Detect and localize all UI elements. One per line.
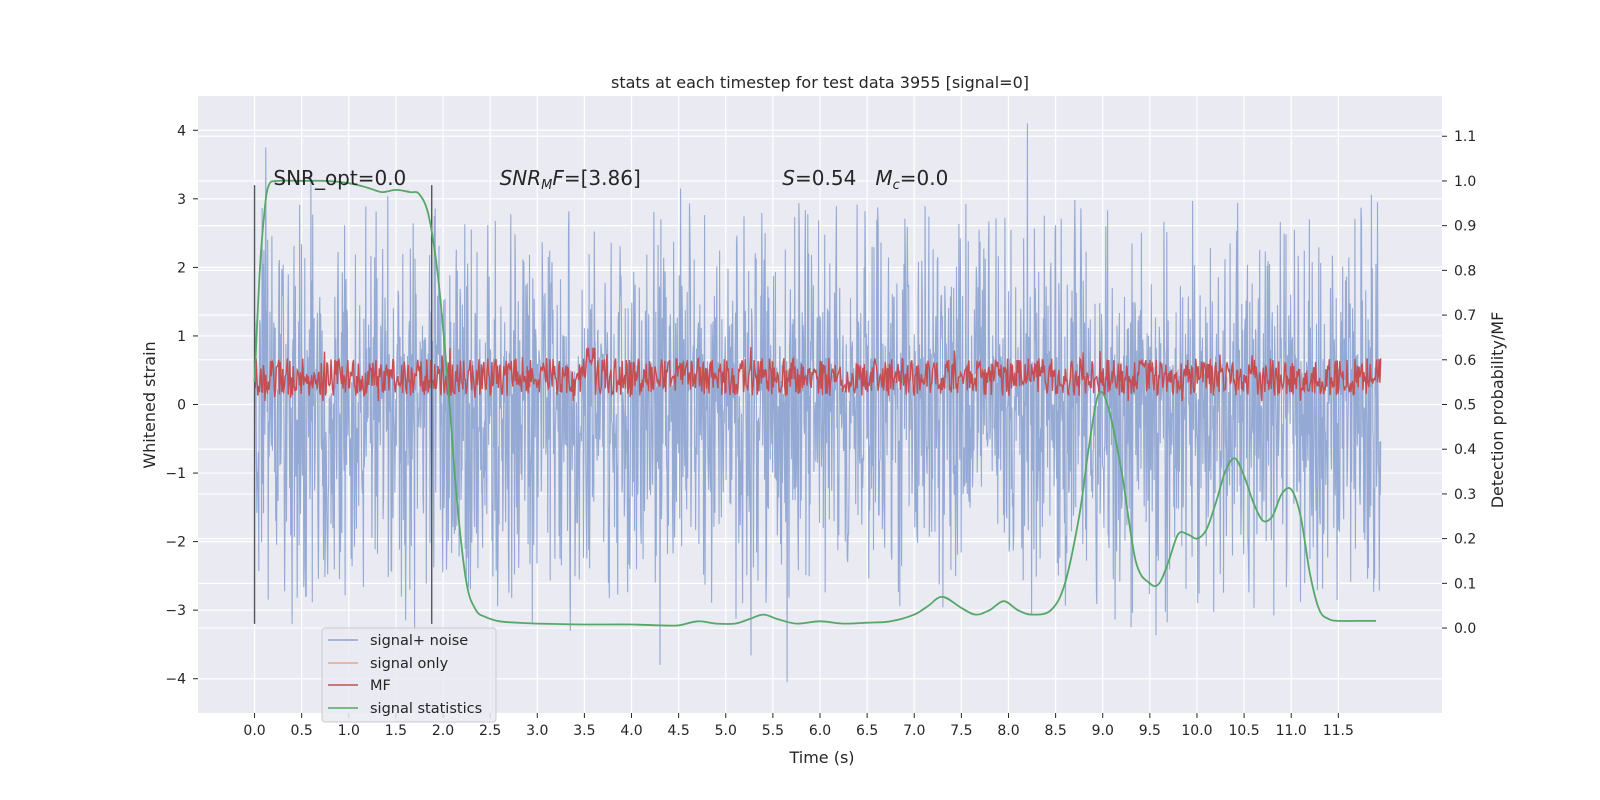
- y-right-tick-label: 0.0: [1454, 621, 1476, 637]
- y-left-tick-label: 3: [177, 192, 186, 208]
- x-tick-label: 9.0: [1092, 723, 1114, 739]
- vertical-markers: [253, 185, 433, 624]
- y-right-tick-label: 0.8: [1454, 263, 1476, 279]
- series-signal-statistics: [253, 179, 1376, 627]
- y-right-tick-label: 0.3: [1454, 487, 1476, 503]
- x-tick-label: 11.5: [1323, 723, 1354, 739]
- x-tick-label: 8.5: [1044, 723, 1066, 739]
- annotation-snr-mf: SNRMF=[3.86]: [500, 166, 641, 193]
- legend-label-signal-statistics: signal statistics: [370, 701, 482, 717]
- y-right-tick-label: 0.4: [1454, 442, 1476, 458]
- x-tick-label: 9.5: [1139, 723, 1161, 739]
- y-left-tick-label: 0: [177, 398, 186, 414]
- x-tick-label: 3.5: [573, 723, 595, 739]
- x-tick-label: 6.5: [856, 723, 878, 739]
- y-right-tick-label: 1.0: [1454, 174, 1476, 190]
- y-left-tick-label: 4: [177, 123, 186, 139]
- legend: signal+ noise signal only MF signal stat…: [321, 627, 497, 723]
- legend-box: [321, 627, 497, 723]
- mf-line: [254, 347, 1382, 402]
- x-tick-label: 0.5: [291, 723, 313, 739]
- annotation-snr-opt: SNR_opt=0.0: [273, 166, 406, 190]
- y-right-tick-label: 0.6: [1454, 353, 1476, 369]
- y-right-tick-label: 0.2: [1454, 532, 1476, 548]
- x-tick-label: 2.0: [432, 723, 454, 739]
- x-tick-label: 10.0: [1181, 723, 1212, 739]
- x-tick-label: 7.0: [903, 723, 925, 739]
- x-tick-label: 1.0: [338, 723, 360, 739]
- x-axis-ticks: 0.0 0.5 1.0 1.5 2.0 2.5 3.0 3.5 4.0 4.5 5.0 5.5 6.0 6…: [243, 713, 1354, 739]
- legend-label-signal-only: signal only: [370, 656, 449, 672]
- signal-statistics-line: [253, 179, 1376, 627]
- y-right-tick-label: 1.1: [1454, 129, 1476, 145]
- y-left-axis-ticks: −4 −3 −2 −1 0 1 2 3 4: [165, 123, 198, 688]
- y-left-tick-label: 2: [177, 260, 186, 276]
- y-left-tick-label: −1: [165, 466, 186, 482]
- x-tick-label: 4.0: [620, 723, 642, 739]
- y-right-tick-label: 0.1: [1454, 576, 1476, 592]
- x-tick-label: 5.5: [762, 723, 784, 739]
- y-left-tick-label: −2: [165, 535, 186, 551]
- x-tick-label: 0.0: [243, 723, 265, 739]
- x-tick-label: 7.5: [950, 723, 972, 739]
- x-tick-label: 10.5: [1229, 723, 1260, 739]
- x-tick-label: 3.0: [526, 723, 548, 739]
- x-tick-label: 5.0: [715, 723, 737, 739]
- y-right-tick-label: 0.9: [1454, 219, 1476, 235]
- x-tick-label: 1.5: [385, 723, 407, 739]
- y-left-tick-label: 1: [177, 329, 186, 345]
- x-tick-label: 4.5: [668, 723, 690, 739]
- y-left-tick-label: −4: [165, 672, 186, 688]
- y-left-tick-label: −3: [165, 603, 186, 619]
- y-right-tick-label: 0.5: [1454, 398, 1476, 414]
- y-left-axis-title: Whitened strain: [140, 341, 159, 468]
- x-axis-title: Time (s): [788, 748, 854, 767]
- y-right-tick-label: 0.7: [1454, 308, 1476, 324]
- legend-label-mf: MF: [370, 678, 391, 694]
- x-tick-label: 6.0: [809, 723, 831, 739]
- series-mf: [254, 347, 1382, 402]
- chart-title: stats at each timestep for test data 395…: [611, 73, 1029, 92]
- y-right-axis-ticks: 0.0 0.1 0.2 0.3 0.4 0.5 0.6 0.7 0.8 0.9 1.0 1.1: [1442, 129, 1476, 637]
- x-tick-label: 11.0: [1276, 723, 1307, 739]
- legend-label-signal-noise: signal+ noise: [370, 633, 468, 649]
- x-tick-label: 2.5: [479, 723, 501, 739]
- x-tick-label: 8.0: [997, 723, 1019, 739]
- y-right-axis-title: Detection probability/MF: [1488, 312, 1507, 509]
- annotation-s-mc: S=0.54 Mc=0.0: [782, 166, 948, 193]
